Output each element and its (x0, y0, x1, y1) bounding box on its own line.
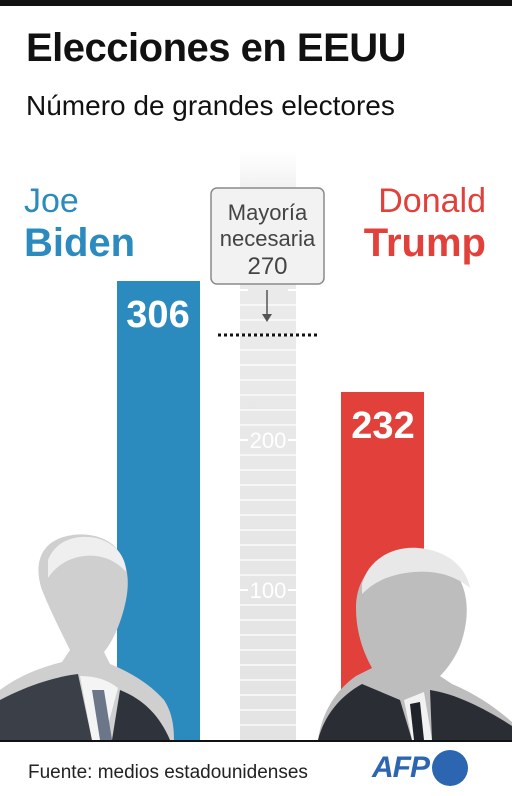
chart-title: Elecciones en EEUU (26, 26, 407, 70)
majority-label-line1: Mayoría (228, 200, 308, 225)
biden-photo (0, 534, 174, 740)
footer-divider (0, 740, 512, 742)
chart-subtitle: Número de grandes electores (26, 90, 395, 121)
label-trump-first: Donald (378, 182, 486, 220)
majority-callout: Mayoría necesaria 270 (210, 187, 325, 285)
electoral-chart: 306 232 Joe Biden Donald Trump Mayoría n… (0, 150, 512, 740)
majority-arrow-head (262, 314, 272, 322)
trump-photo (318, 547, 512, 740)
value-label-biden: 306 (126, 294, 189, 336)
label-trump-last: Trump (364, 221, 486, 265)
label-biden-first: Joe (24, 182, 79, 220)
majority-label-line2: necesaria (220, 226, 316, 251)
scale-minor-ticks (240, 304, 296, 726)
afp-logo-text: AFP (372, 751, 430, 784)
value-label-trump: 232 (351, 405, 414, 447)
label-biden-last: Biden (24, 221, 135, 265)
top-bar (0, 0, 512, 6)
scale-major-ticks (240, 289, 296, 591)
tick-label-200: 200 (250, 428, 287, 453)
source-note: Fuente: medios estadounidenses (28, 762, 308, 783)
bar-biden (117, 281, 200, 740)
afp-logo: AFP (372, 748, 468, 788)
afp-logo-dot (432, 750, 468, 786)
tick-label-100: 100 (250, 578, 287, 603)
majority-label-line3: 270 (247, 253, 287, 280)
